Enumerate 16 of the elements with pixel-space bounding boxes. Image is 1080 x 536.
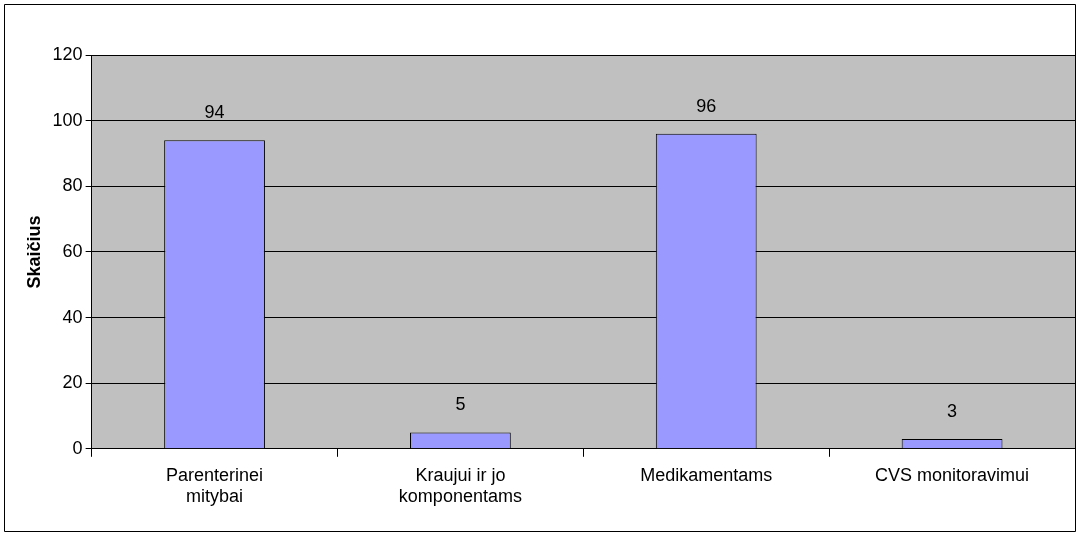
y-tick-label: 80: [62, 175, 83, 196]
data-label: 3: [947, 400, 958, 421]
y-tick-label: 60: [62, 240, 83, 261]
y-tick-label: 40: [62, 306, 83, 327]
y-tick-label: 20: [62, 372, 83, 393]
y-axis-title: Skaičius: [23, 215, 44, 289]
x-tick-label: Medikamentams: [640, 464, 773, 485]
data-label: 94: [204, 102, 225, 123]
x-tick-label: CVS monitoravimui: [875, 464, 1030, 485]
y-tick-label: 100: [52, 109, 83, 130]
y-tick-label: 120: [52, 43, 83, 64]
data-label: 5: [455, 394, 466, 415]
data-label: 96: [696, 95, 717, 116]
x-tick-label: Parenterinei mitybai: [166, 464, 264, 507]
y-tick-label: 0: [72, 437, 83, 458]
x-tick-label: Kraujui ir jo komponentams: [398, 464, 522, 507]
